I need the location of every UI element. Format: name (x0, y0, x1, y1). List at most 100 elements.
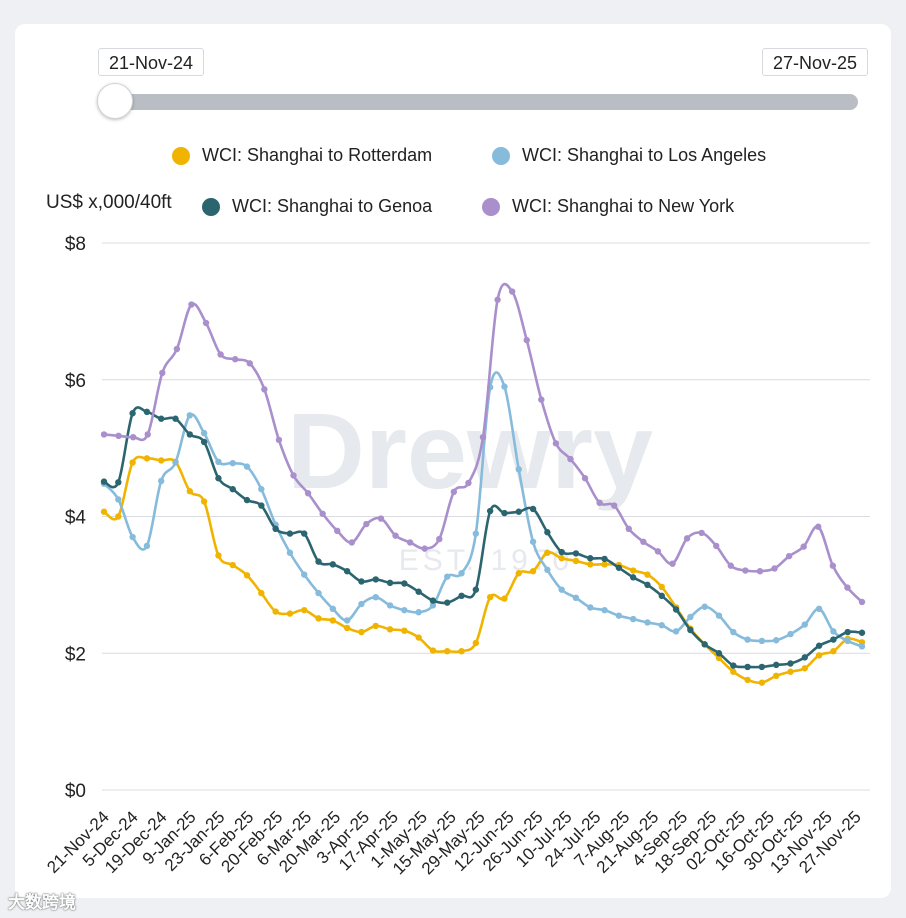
data-point-new-york (815, 523, 822, 530)
data-point-los-angeles (572, 594, 580, 602)
range-start-date[interactable]: 21-Nov-24 (98, 48, 205, 76)
data-point-genoa (129, 410, 136, 417)
data-point-new-york (654, 548, 662, 555)
data-point-new-york (785, 552, 793, 560)
data-point-los-angeles (730, 628, 737, 636)
data-point-genoa (329, 561, 337, 568)
data-point-new-york (159, 369, 166, 377)
data-point-rotterdam (644, 571, 651, 578)
data-point-genoa (315, 558, 322, 565)
data-point-los-angeles (501, 383, 508, 390)
legend-dot-rotterdam (172, 146, 190, 165)
data-point-rotterdam (429, 647, 437, 654)
data-point-los-angeles (229, 459, 236, 467)
range-end-date[interactable]: 27-Nov-25 (762, 48, 869, 76)
data-point-los-angeles (444, 573, 451, 580)
data-point-rotterdam (587, 561, 594, 568)
data-point-rotterdam (258, 589, 265, 597)
data-point-los-angeles (658, 622, 665, 629)
data-point-new-york (523, 336, 530, 344)
data-point-los-angeles (200, 429, 208, 437)
data-point-rotterdam (143, 455, 151, 462)
data-point-los-angeles (858, 643, 866, 650)
data-point-los-angeles (830, 628, 837, 635)
data-point-rotterdam (815, 652, 823, 659)
data-point-genoa (243, 496, 251, 504)
data-point-los-angeles (515, 466, 522, 473)
data-point-genoa (301, 530, 308, 537)
data-point-los-angeles (172, 459, 179, 466)
data-point-genoa (815, 642, 823, 649)
date-range-slider-track[interactable] (106, 94, 858, 110)
data-point-los-angeles (558, 586, 565, 593)
data-point-new-york (567, 455, 574, 463)
data-point-genoa (372, 576, 379, 583)
data-point-new-york (596, 499, 603, 507)
data-point-los-angeles (601, 606, 608, 614)
data-point-genoa (200, 438, 208, 446)
date-range-slider-handle[interactable] (97, 83, 133, 119)
y-tick-label: $8 (65, 234, 86, 255)
data-point-new-york (231, 356, 239, 363)
data-point-los-angeles (143, 542, 151, 550)
data-point-genoa (830, 636, 837, 643)
data-point-genoa (358, 578, 365, 585)
data-point-genoa (415, 588, 422, 595)
data-point-new-york (129, 433, 137, 441)
y-axis-unit-label: US$ x,000/40ft (46, 192, 172, 213)
data-point-genoa (158, 415, 165, 422)
data-point-genoa (286, 530, 294, 537)
data-point-genoa (529, 505, 537, 513)
data-point-los-angeles (615, 612, 623, 619)
data-point-los-angeles (415, 609, 422, 616)
data-point-genoa (386, 579, 394, 587)
data-point-rotterdam (801, 665, 808, 672)
data-point-genoa (472, 586, 480, 593)
y-tick-label: $4 (65, 508, 87, 529)
data-point-genoa (143, 408, 151, 416)
data-point-rotterdam (286, 610, 294, 617)
data-point-rotterdam (415, 634, 422, 641)
data-point-rotterdam (715, 654, 723, 662)
data-point-los-angeles (629, 615, 637, 623)
series-genoa (100, 406, 866, 671)
data-point-genoa (272, 525, 279, 533)
data-point-los-angeles (529, 538, 537, 545)
data-point-los-angeles (587, 604, 594, 611)
data-point-genoa (615, 564, 623, 571)
data-point-genoa (572, 550, 580, 557)
data-point-rotterdam (658, 583, 665, 591)
data-point-genoa (115, 479, 122, 486)
legend-item-new-york[interactable]: WCI: Shanghai to New York (482, 196, 734, 217)
legend-item-genoa[interactable]: WCI: Shanghai to Genoa (202, 196, 432, 217)
data-point-new-york (377, 515, 385, 522)
legend-item-rotterdam[interactable]: WCI: Shanghai to Rotterdam (172, 145, 432, 166)
legend-item-los-angeles[interactable]: WCI: Shanghai to Los Angeles (492, 145, 766, 166)
data-point-new-york (246, 360, 253, 367)
data-point-genoa (429, 597, 437, 604)
data-point-rotterdam (372, 622, 379, 630)
grid-lines (102, 242, 870, 791)
data-point-los-angeles (286, 549, 294, 556)
data-point-new-york (334, 527, 341, 535)
data-point-new-york (552, 440, 560, 447)
data-point-new-york (202, 319, 210, 327)
data-point-los-angeles (429, 602, 437, 609)
data-point-genoa (486, 507, 494, 515)
data-point-genoa (644, 581, 651, 589)
data-point-los-angeles (129, 533, 136, 541)
data-point-los-angeles (815, 605, 823, 613)
data-point-new-york (406, 539, 414, 546)
data-point-new-york (319, 510, 326, 517)
data-point-los-angeles (701, 603, 708, 610)
data-point-genoa (601, 555, 608, 563)
data-point-genoa (501, 509, 508, 517)
data-point-rotterdam (358, 628, 365, 636)
data-point-los-angeles (844, 637, 851, 645)
data-point-rotterdam (186, 488, 194, 495)
data-point-new-york (742, 567, 749, 574)
x-axis-ticks: 21-Nov-245-Dec-2419-Dec-249-Jan-2523-Jan… (43, 807, 865, 878)
data-point-los-angeles (687, 613, 694, 621)
data-point-rotterdam (601, 561, 608, 568)
y-tick-label: $6 (65, 371, 86, 392)
